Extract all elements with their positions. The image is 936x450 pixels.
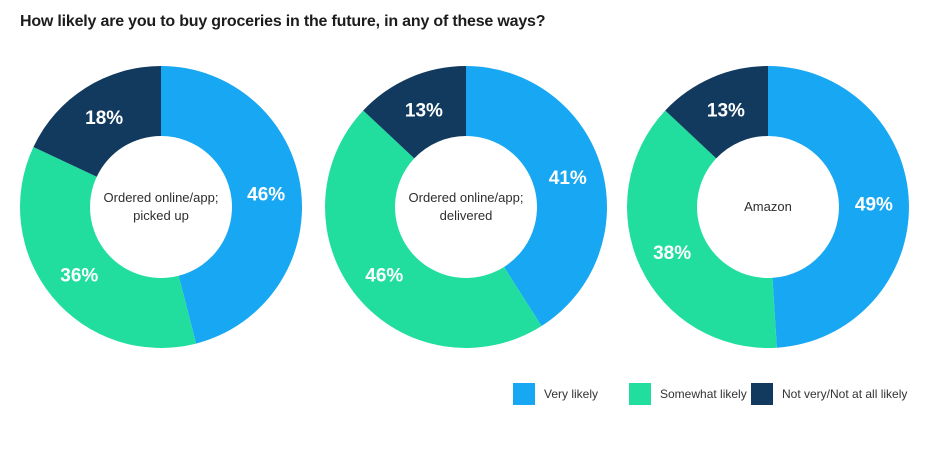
legend-label: Somewhat likely [660, 387, 747, 401]
donut-slice-not-very-not-at-all-likely [33, 66, 161, 177]
center-label-line: Ordered online/app; [103, 189, 219, 205]
slice-value-label-not-very-not-at-all-likely: 13% [405, 100, 443, 121]
slice-value-label-somewhat-likely: 36% [60, 265, 98, 286]
donut-slice-very-likely [161, 66, 302, 344]
legend-item-very-likely: Very likely [513, 383, 598, 405]
legend-swatch-not-likely [751, 383, 773, 405]
donut-slice-somewhat-likely [627, 110, 777, 348]
page-title: How likely are you to buy groceries in t… [20, 13, 546, 30]
center-label-line: Ordered online/app; [408, 189, 524, 205]
donut-chart-svg: 49% 38% 13% [627, 66, 909, 348]
center-label-line: delivered [439, 208, 493, 223]
donut-chart-ordered-online-picked-up: 46% 36% 18% Ordered online/app; picked up [20, 66, 302, 348]
legend-item-not-likely: Not very/Not at all likely [751, 383, 907, 405]
donut-chart-ordered-online-delivered: 41% 46% 13% Ordered online/app; delivered [325, 66, 607, 348]
legend-swatch-somewhat-likely [629, 383, 651, 405]
donut-chart-amazon: 49% 38% 13% Amazon [627, 66, 909, 348]
donut-slice-not-very-not-at-all-likely [665, 66, 768, 159]
slice-value-label-very-likely: 41% [549, 168, 587, 189]
center-label-line: Amazon [744, 198, 792, 214]
donut-slice-very-likely [768, 66, 909, 348]
slice-value-label-not-very-not-at-all-likely: 18% [85, 108, 123, 129]
slice-value-label-very-likely: 49% [855, 194, 893, 215]
center-label-line: picked up [133, 208, 189, 223]
donut-center-label: Ordered online/app; delivered [398, 189, 534, 225]
legend-label: Very likely [544, 387, 599, 401]
donut-center-label: Ordered online/app; picked up [93, 189, 229, 225]
legend-item-somewhat-likely: Somewhat likely [629, 383, 747, 405]
slice-value-label-somewhat-likely: 46% [365, 265, 403, 286]
donut-center-label: Amazon [700, 198, 836, 216]
donut-slice-very-likely [466, 66, 607, 327]
slice-value-label-very-likely: 46% [247, 184, 285, 205]
donut-slice-somewhat-likely [325, 110, 542, 348]
donut-chart-svg: 41% 46% 13% [325, 66, 607, 348]
donut-chart-svg: 46% 36% 18% [20, 66, 302, 348]
slice-value-label-somewhat-likely: 38% [653, 243, 691, 264]
legend-swatch-very-likely [513, 383, 535, 405]
donut-slice-somewhat-likely [20, 146, 197, 348]
legend-label: Not very/Not at all likely [782, 387, 908, 401]
donut-slice-not-very-not-at-all-likely [363, 66, 466, 159]
slice-value-label-not-very-not-at-all-likely: 13% [707, 100, 745, 121]
